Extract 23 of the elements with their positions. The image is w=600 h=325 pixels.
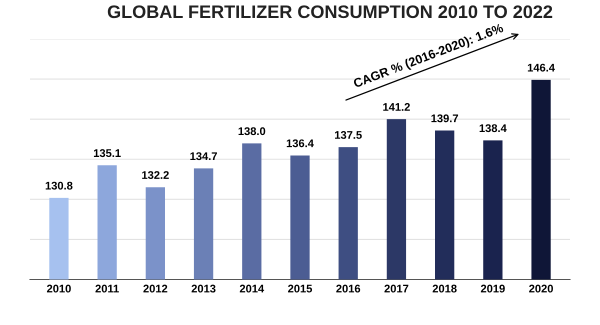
data-label: 138.4: [480, 124, 507, 132]
data-label: 134.7: [190, 152, 217, 160]
x-tick-label: 2017: [384, 284, 408, 293]
data-label: 132.2: [142, 171, 169, 179]
data-label: 135.1: [94, 149, 121, 158]
data-label: 130.8: [46, 182, 72, 190]
x-tick-label: 2018: [432, 284, 457, 293]
x-tick-label: 2011: [95, 284, 119, 293]
chart-title: GLOBAL FERTILIZER CONSUMPTION 2010 TO 2022: [108, 5, 552, 18]
data-label: 138.0: [238, 127, 266, 136]
data-label: 139.7: [431, 114, 458, 122]
x-tick-label: 2012: [143, 284, 168, 293]
x-tick-label: 2014: [240, 284, 264, 293]
data-label: 137.5: [335, 131, 362, 139]
x-tick-label: 2013: [192, 284, 216, 293]
x-tick-label: 2020: [529, 284, 553, 293]
data-label: 136.4: [286, 139, 314, 148]
x-tick-label: 2010: [46, 284, 71, 293]
x-tick-label: 2015: [288, 284, 312, 293]
data-label: 146.4: [528, 64, 555, 72]
x-tick-label: 2019: [480, 284, 505, 293]
x-tick-label: 2016: [336, 284, 360, 293]
data-label: 141.2: [383, 103, 410, 111]
